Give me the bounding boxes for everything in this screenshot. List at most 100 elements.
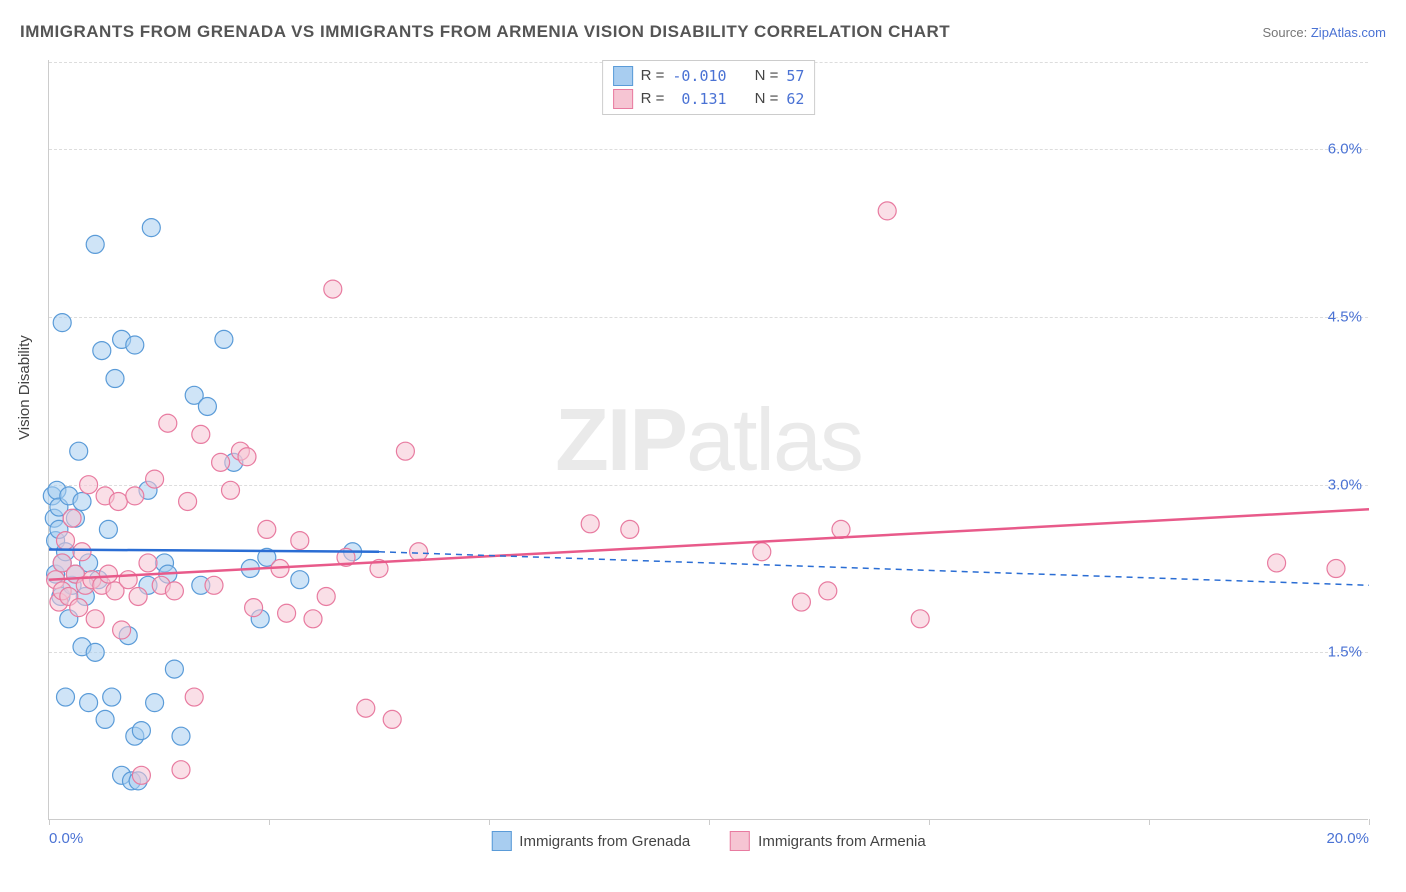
data-point-armenia	[205, 576, 223, 594]
data-point-armenia	[410, 543, 428, 561]
source-credit: Source: ZipAtlas.com	[1262, 25, 1386, 40]
data-point-grenada	[96, 710, 114, 728]
data-point-armenia	[129, 587, 147, 605]
source-link[interactable]: ZipAtlas.com	[1311, 25, 1386, 40]
data-point-armenia	[73, 543, 91, 561]
r-label: R =	[641, 65, 665, 88]
n-label: N =	[755, 88, 779, 111]
data-point-armenia	[792, 593, 810, 611]
data-point-grenada	[198, 397, 216, 415]
data-point-armenia	[291, 532, 309, 550]
n-value-grenada: 57	[786, 65, 804, 88]
data-point-armenia	[581, 515, 599, 533]
swatch-grenada-icon	[613, 66, 633, 86]
legend-item-armenia: Immigrants from Armenia	[730, 831, 926, 851]
data-point-armenia	[383, 710, 401, 728]
legend-item-grenada: Immigrants from Grenada	[491, 831, 690, 851]
series-label-grenada: Immigrants from Grenada	[519, 833, 690, 850]
data-point-armenia	[258, 520, 276, 538]
title-bar: IMMIGRANTS FROM GRENADA VS IMMIGRANTS FR…	[20, 22, 1386, 42]
data-point-grenada	[99, 520, 117, 538]
y-axis-label: Vision Disability	[16, 335, 33, 440]
data-point-grenada	[132, 722, 150, 740]
plot-area: ZIPatlas 1.5%3.0%4.5%6.0% 0.0%20.0% R = …	[48, 60, 1368, 820]
series-label-armenia: Immigrants from Armenia	[758, 833, 926, 850]
data-point-grenada	[215, 330, 233, 348]
legend-stats: R = -0.010 N = 57 R = 0.131 N = 62	[602, 60, 816, 115]
data-point-armenia	[80, 476, 98, 494]
data-point-armenia	[63, 509, 81, 527]
data-point-armenia	[192, 425, 210, 443]
data-point-grenada	[70, 442, 88, 460]
swatch-grenada-icon	[491, 831, 511, 851]
data-point-armenia	[278, 604, 296, 622]
data-point-armenia	[185, 688, 203, 706]
data-point-armenia	[146, 470, 164, 488]
n-label: N =	[755, 65, 779, 88]
data-point-armenia	[753, 543, 771, 561]
data-point-armenia	[878, 202, 896, 220]
data-point-armenia	[132, 766, 150, 784]
data-point-armenia	[317, 587, 335, 605]
source-label: Source:	[1262, 25, 1310, 40]
trendline-grenada-dashed	[379, 552, 1369, 586]
data-point-grenada	[86, 235, 104, 253]
data-point-armenia	[238, 448, 256, 466]
swatch-armenia-icon	[730, 831, 750, 851]
data-point-grenada	[80, 694, 98, 712]
data-point-grenada	[103, 688, 121, 706]
data-point-grenada	[165, 660, 183, 678]
data-point-grenada	[291, 571, 309, 589]
r-label: R =	[641, 88, 665, 111]
data-point-grenada	[126, 336, 144, 354]
legend-series: Immigrants from Grenada Immigrants from …	[491, 831, 925, 851]
legend-stats-row-grenada: R = -0.010 N = 57	[613, 65, 805, 88]
data-point-armenia	[324, 280, 342, 298]
data-point-grenada	[142, 219, 160, 237]
data-point-armenia	[357, 699, 375, 717]
data-point-grenada	[57, 688, 75, 706]
data-point-grenada	[172, 727, 190, 745]
data-point-grenada	[146, 694, 164, 712]
r-value-armenia: 0.131	[672, 88, 726, 111]
trendline-grenada-solid	[49, 550, 379, 552]
data-point-armenia	[222, 481, 240, 499]
legend-stats-row-armenia: R = 0.131 N = 62	[613, 88, 805, 111]
scatter-svg	[49, 60, 1368, 819]
data-point-armenia	[245, 599, 263, 617]
data-point-armenia	[304, 610, 322, 628]
swatch-armenia-icon	[613, 89, 633, 109]
data-point-grenada	[73, 492, 91, 510]
data-point-armenia	[179, 492, 197, 510]
data-point-grenada	[53, 314, 71, 332]
data-point-armenia	[396, 442, 414, 460]
data-point-grenada	[86, 643, 104, 661]
chart-title: IMMIGRANTS FROM GRENADA VS IMMIGRANTS FR…	[20, 22, 950, 42]
n-value-armenia: 62	[786, 88, 804, 111]
data-point-armenia	[126, 487, 144, 505]
data-point-armenia	[165, 582, 183, 600]
data-point-armenia	[139, 554, 157, 572]
x-tick-label: 0.0%	[49, 830, 83, 847]
data-point-armenia	[212, 453, 230, 471]
trendline-armenia	[49, 509, 1369, 579]
data-point-armenia	[113, 621, 131, 639]
x-tick-label: 20.0%	[1326, 830, 1369, 847]
data-point-armenia	[1268, 554, 1286, 572]
data-point-armenia	[109, 492, 127, 510]
data-point-armenia	[621, 520, 639, 538]
data-point-armenia	[1327, 560, 1345, 578]
data-point-armenia	[172, 761, 190, 779]
data-point-armenia	[911, 610, 929, 628]
data-point-armenia	[119, 571, 137, 589]
r-value-grenada: -0.010	[672, 65, 726, 88]
data-point-armenia	[70, 599, 88, 617]
data-point-armenia	[159, 414, 177, 432]
data-point-armenia	[819, 582, 837, 600]
data-point-grenada	[93, 342, 111, 360]
data-point-armenia	[99, 565, 117, 583]
data-point-armenia	[57, 532, 75, 550]
data-point-armenia	[86, 610, 104, 628]
data-point-armenia	[832, 520, 850, 538]
data-point-grenada	[106, 370, 124, 388]
